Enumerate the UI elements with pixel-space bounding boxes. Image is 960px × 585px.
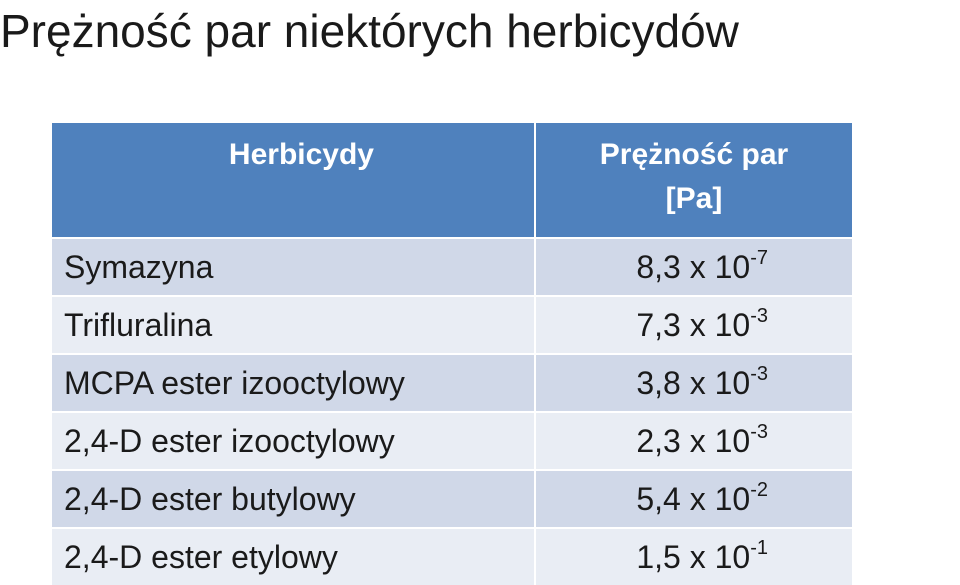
vapor-pressure-value: 7,3 x 10-3 bbox=[534, 295, 854, 355]
value-exponent: -3 bbox=[750, 420, 768, 443]
herbicide-name: 2,4-D ester butylowy bbox=[50, 469, 536, 529]
value-mantissa: 7,3 x 10 bbox=[636, 306, 751, 343]
table-row: Symazyna 8,3 x 10-7 bbox=[50, 237, 854, 297]
value-mantissa: 2,3 x 10 bbox=[636, 422, 751, 459]
vapor-pressure-value: 3,8 x 10-3 bbox=[534, 353, 854, 413]
herbicide-name: 2,4-D ester etylowy bbox=[50, 527, 536, 585]
value-mantissa: 3,8 x 10 bbox=[636, 364, 751, 401]
table-row: MCPA ester izooctylowy 3,8 x 10-3 bbox=[50, 353, 854, 413]
vapor-pressure-value: 1,5 x 10-1 bbox=[534, 527, 854, 585]
table-row: 2,4-D ester butylowy 5,4 x 10-2 bbox=[50, 469, 854, 529]
table-row: 2,4-D ester izooctylowy 2,3 x 10-3 bbox=[50, 411, 854, 471]
header-herbicides: Herbicydy bbox=[50, 121, 536, 239]
value-exponent: -2 bbox=[750, 478, 768, 501]
header-vapor-pressure-unit: [Pa] bbox=[665, 182, 723, 215]
vapor-pressure-value: 8,3 x 10-7 bbox=[534, 237, 854, 297]
vapor-pressure-value: 2,3 x 10-3 bbox=[534, 411, 854, 471]
value-mantissa: 8,3 x 10 bbox=[636, 248, 751, 285]
value-exponent: -3 bbox=[750, 362, 768, 385]
value-mantissa: 5,4 x 10 bbox=[636, 480, 751, 517]
header-vapor-pressure: Prężność par [Pa] bbox=[534, 121, 854, 239]
herbicide-name: MCPA ester izooctylowy bbox=[50, 353, 536, 413]
table-row: Trifluralina 7,3 x 10-3 bbox=[50, 295, 854, 355]
herbicide-name: Trifluralina bbox=[50, 295, 536, 355]
value-exponent: -3 bbox=[750, 304, 768, 327]
herbicide-name: 2,4-D ester izooctylowy bbox=[50, 411, 536, 471]
value-exponent: -7 bbox=[750, 246, 768, 269]
table-row: 2,4-D ester etylowy 1,5 x 10-1 bbox=[50, 527, 854, 585]
herbicide-name: Symazyna bbox=[50, 237, 536, 297]
table-header-row: Herbicydy Prężność par [Pa] bbox=[50, 121, 854, 239]
vapor-pressure-value: 5,4 x 10-2 bbox=[534, 469, 854, 529]
vapor-pressure-table: Herbicydy Prężność par [Pa] Symazyna 8,3… bbox=[50, 121, 854, 585]
value-mantissa: 1,5 x 10 bbox=[636, 538, 751, 575]
slide-title: Prężność par niektórych herbicydów bbox=[0, 5, 739, 57]
header-vapor-pressure-label: Prężność par bbox=[599, 138, 789, 171]
value-exponent: -1 bbox=[750, 536, 768, 559]
